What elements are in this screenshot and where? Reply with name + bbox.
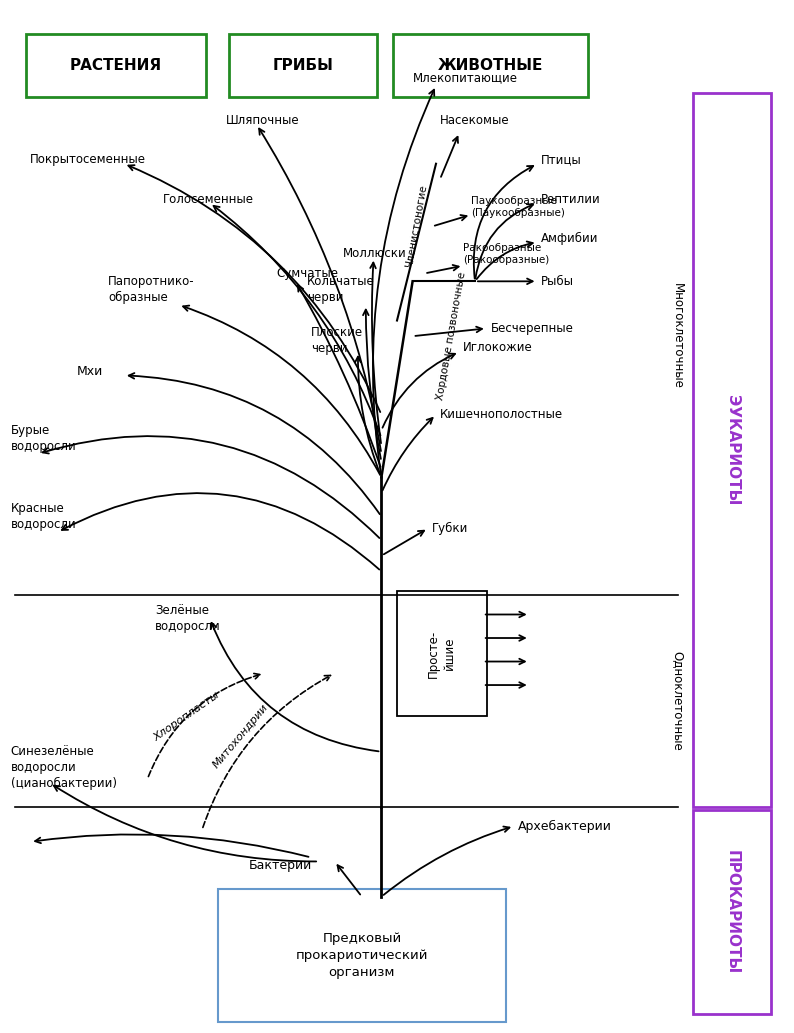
Text: Губки: Губки bbox=[432, 522, 468, 535]
Text: Зелёные
водоросли: Зелёные водоросли bbox=[155, 604, 221, 633]
FancyBboxPatch shape bbox=[229, 34, 377, 97]
Text: Насекомые: Насекомые bbox=[440, 114, 510, 127]
Text: Папоротнико-
образные: Папоротнико- образные bbox=[108, 275, 195, 304]
Text: ПРОКАРИОТЫ: ПРОКАРИОТЫ bbox=[725, 850, 740, 974]
Text: Покрытосеменные: Покрытосеменные bbox=[30, 153, 146, 166]
Text: Архебактерии: Архебактерии bbox=[518, 819, 612, 833]
Text: Митохондрии: Митохондрии bbox=[211, 702, 271, 770]
FancyBboxPatch shape bbox=[218, 888, 507, 1022]
Text: ЭУКАРИОТЫ: ЭУКАРИОТЫ bbox=[725, 395, 740, 505]
FancyBboxPatch shape bbox=[397, 591, 487, 717]
Text: Бактерии: Бактерии bbox=[249, 858, 311, 872]
Text: РАСТЕНИЯ: РАСТЕНИЯ bbox=[70, 58, 162, 73]
Text: ГРИБЫ: ГРИБЫ bbox=[273, 58, 333, 73]
Text: Синезелёные
водоросли
(цианобактерии): Синезелёные водоросли (цианобактерии) bbox=[11, 745, 117, 790]
Text: Просте-
йшие: Просте- йшие bbox=[427, 629, 456, 678]
Text: Одноклеточные: Одноклеточные bbox=[672, 651, 684, 751]
Text: Красные
водоросли: Красные водоросли bbox=[11, 502, 76, 531]
Text: Членистоногие: Членистоногие bbox=[404, 184, 429, 269]
Text: Паукообразные
(Паукообразные): Паукообразные (Паукообразные) bbox=[471, 195, 565, 218]
Text: Птицы: Птицы bbox=[542, 153, 582, 166]
Text: Кишечнополостные: Кишечнополостные bbox=[440, 408, 563, 421]
Text: Бесчерепные: Бесчерепные bbox=[491, 322, 573, 335]
FancyBboxPatch shape bbox=[26, 34, 206, 97]
Text: Рыбы: Рыбы bbox=[542, 275, 574, 288]
Text: Амфибии: Амфибии bbox=[542, 231, 599, 245]
Text: Мхи: Мхи bbox=[77, 365, 103, 378]
Text: Млекопитающие: Млекопитающие bbox=[413, 71, 518, 84]
Text: Бурые
водоросли: Бурые водоросли bbox=[11, 424, 76, 452]
Text: Шляпочные: Шляпочные bbox=[225, 114, 299, 127]
Text: Предковый
прокариотический
организм: Предковый прокариотический организм bbox=[295, 932, 428, 979]
Text: Иглокожие: Иглокожие bbox=[464, 342, 533, 354]
Text: Ракообразные
(Ракообразные): Ракообразные (Ракообразные) bbox=[464, 243, 549, 265]
FancyBboxPatch shape bbox=[693, 811, 772, 1014]
Text: Плоские
черви: Плоские черви bbox=[311, 325, 364, 354]
Text: Рептилии: Рептилии bbox=[542, 192, 601, 206]
Text: Моллюски: Моллюски bbox=[342, 247, 407, 260]
Text: Сумчатые: Сумчатые bbox=[276, 267, 338, 280]
Text: ЖИВОТНЫЕ: ЖИВОТНЫЕ bbox=[438, 58, 543, 73]
FancyBboxPatch shape bbox=[693, 93, 772, 807]
FancyBboxPatch shape bbox=[393, 34, 588, 97]
Text: Хордовые позвоночные: Хордовые позвоночные bbox=[435, 272, 468, 401]
Text: Кольчатые
черви: Кольчатые черви bbox=[307, 275, 375, 304]
Text: Хлоропласты: Хлоропласты bbox=[152, 690, 222, 743]
Text: Голосеменные: Голосеменные bbox=[163, 192, 254, 206]
Text: Многоклеточные: Многоклеточные bbox=[672, 283, 684, 389]
